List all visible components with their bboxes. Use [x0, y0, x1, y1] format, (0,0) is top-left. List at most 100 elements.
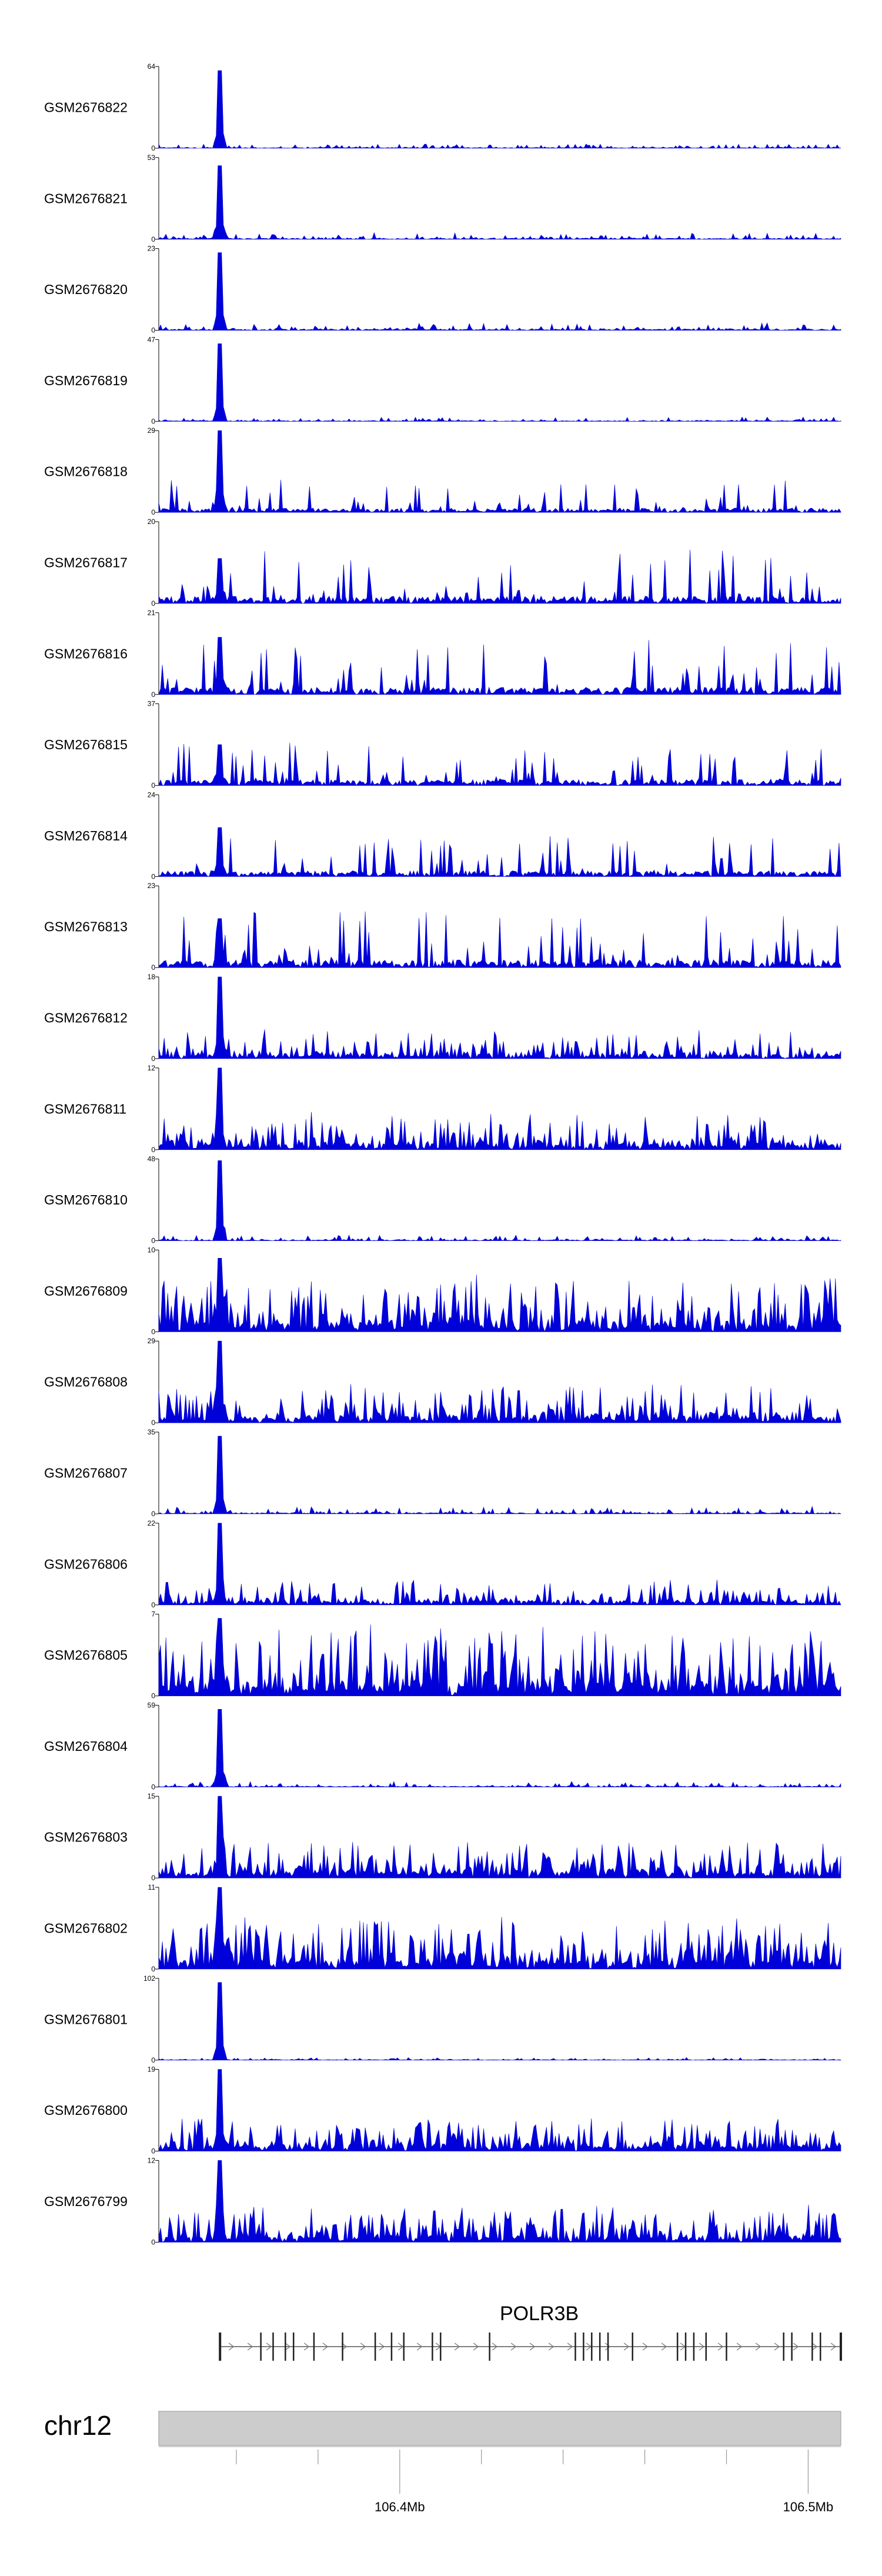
y-zero-label: 0 — [151, 872, 155, 880]
strand-arrow — [811, 2343, 818, 2351]
exon — [489, 2333, 490, 2361]
exon — [783, 2333, 785, 2361]
coverage-series — [158, 1982, 841, 2061]
position-label: 106.4Mb — [375, 2500, 425, 2514]
track-label: GSM2676807 — [44, 1466, 128, 1481]
chromosome-name: chr12 — [44, 2410, 112, 2441]
track-label: GSM2676818 — [44, 464, 128, 479]
strand-arrow — [473, 2343, 479, 2351]
y-max-label: 35 — [148, 1428, 156, 1436]
track-GSM2676805: GSM2676805 7 0 — [44, 1610, 841, 1700]
coverage-series — [158, 742, 841, 786]
y-max-label: 10 — [148, 1246, 156, 1254]
track-label: GSM2676802 — [44, 1921, 128, 1936]
track-label: GSM2676812 — [44, 1010, 128, 1026]
track-GSM2676816: GSM2676816 21 0 — [44, 609, 841, 699]
track-GSM2676801: GSM2676801 102 0 — [44, 1974, 841, 2064]
strand-arrow — [510, 2343, 517, 2351]
track-label: GSM2676816 — [44, 646, 128, 661]
y-max-label: 29 — [148, 426, 156, 435]
track-GSM2676818: GSM2676818 29 0 — [44, 426, 841, 516]
y-max-label: 22 — [148, 1519, 156, 1527]
strand-arrow — [492, 2343, 498, 2351]
coverage-series — [158, 343, 841, 422]
exon — [607, 2333, 609, 2361]
coverage-series — [158, 1796, 841, 1878]
y-max-label: 19 — [148, 2066, 156, 2074]
y-zero-label: 0 — [151, 1783, 155, 1791]
coverage-series — [158, 1709, 841, 1787]
exon — [693, 2333, 695, 2361]
exon — [374, 2333, 376, 2361]
y-max-label: 48 — [148, 1155, 156, 1163]
y-zero-label: 0 — [151, 1510, 155, 1518]
y-max-label: 11 — [148, 1883, 156, 1891]
exon — [599, 2333, 601, 2361]
exon — [342, 2333, 343, 2361]
strand-arrow — [830, 2343, 837, 2351]
strand-arrow — [642, 2343, 649, 2351]
y-zero-label: 0 — [151, 690, 155, 699]
strand-arrow — [266, 2343, 272, 2351]
strand-arrow — [623, 2343, 630, 2351]
y-max-label: 21 — [148, 609, 156, 617]
exon — [390, 2333, 393, 2361]
coverage-series — [158, 252, 841, 331]
track-label: GSM2676799 — [44, 2194, 128, 2209]
track-GSM2676820: GSM2676820 23 0 — [44, 245, 841, 335]
track-GSM2676804: GSM2676804 59 0 — [44, 1701, 841, 1791]
coverage-series — [158, 70, 841, 149]
exon — [574, 2333, 576, 2361]
y-zero-label: 0 — [151, 2147, 155, 2155]
coverage-series — [158, 430, 841, 513]
y-max-label: 23 — [148, 245, 156, 253]
y-zero-label: 0 — [151, 782, 155, 790]
strand-arrow — [774, 2343, 780, 2351]
coverage-series — [158, 1340, 841, 1423]
y-zero-label: 0 — [151, 1146, 155, 1154]
coverage-series — [158, 1067, 841, 1150]
track-GSM2676811: GSM2676811 12 0 — [44, 1064, 841, 1154]
y-max-label: 53 — [148, 154, 156, 162]
track-GSM2676808: GSM2676808 29 0 — [44, 1337, 841, 1427]
track-label: GSM2676819 — [44, 373, 128, 388]
strand-arrow — [397, 2343, 404, 2351]
y-zero-label: 0 — [151, 144, 155, 152]
strand-arrow — [360, 2343, 366, 2351]
exon — [632, 2333, 633, 2361]
track-label: GSM2676822 — [44, 100, 128, 115]
track-GSM2676802: GSM2676802 11 0 — [44, 1883, 841, 1973]
track-GSM2676800: GSM2676800 19 0 — [44, 2066, 841, 2155]
track-label: GSM2676809 — [44, 1283, 128, 1299]
track-GSM2676814: GSM2676814 24 0 — [44, 790, 841, 880]
y-max-label: 15 — [148, 1792, 156, 1800]
y-zero-label: 0 — [151, 1055, 155, 1063]
y-zero-label: 0 — [151, 599, 155, 608]
coverage-series — [158, 1618, 841, 1696]
y-zero-label: 0 — [151, 235, 155, 243]
coverage-series — [158, 911, 841, 968]
coverage-series — [158, 2069, 841, 2151]
y-max-label: 29 — [148, 1337, 156, 1345]
track-GSM2676817: GSM2676817 20 0 — [44, 518, 841, 608]
strand-arrow — [717, 2343, 724, 2351]
strand-arrow — [661, 2343, 667, 2351]
exon — [676, 2333, 679, 2361]
y-zero-label: 0 — [151, 1601, 155, 1609]
track-label: GSM2676800 — [44, 2103, 128, 2118]
y-zero-label: 0 — [151, 1692, 155, 1700]
y-zero-label: 0 — [151, 1327, 155, 1336]
y-max-label: 20 — [148, 518, 156, 526]
track-GSM2676821: GSM2676821 53 0 — [44, 154, 841, 243]
coverage-series — [158, 637, 841, 695]
exon — [292, 2333, 295, 2361]
track-label: GSM2676820 — [44, 282, 128, 297]
strand-arrow — [303, 2343, 310, 2351]
y-max-label: 7 — [151, 1610, 155, 1619]
strand-arrow — [341, 2343, 348, 2351]
exon — [272, 2333, 274, 2361]
coverage-series — [158, 976, 841, 1059]
track-label: GSM2676815 — [44, 737, 128, 752]
exon — [791, 2333, 793, 2361]
track-label: GSM2676810 — [44, 1192, 128, 1207]
